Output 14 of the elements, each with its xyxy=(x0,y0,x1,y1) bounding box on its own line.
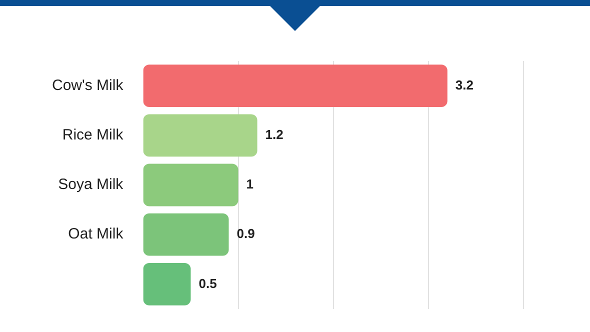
y-tick-label: Cow's Milk xyxy=(52,76,124,94)
bar xyxy=(143,262,191,306)
y-tick-label: Rice Milk xyxy=(62,126,124,144)
data-label: 0.9 xyxy=(236,226,255,242)
bar xyxy=(143,164,238,206)
data-label: 0.5 xyxy=(198,276,217,291)
bar xyxy=(143,64,448,108)
y-tick-label: Soya Milk xyxy=(58,176,124,194)
data-label: 3.2 xyxy=(455,77,474,92)
y-tick-label: Oat Milk xyxy=(68,226,124,243)
data-label: 1.2 xyxy=(265,126,284,142)
data-label: 1 xyxy=(246,176,254,192)
bar xyxy=(143,213,229,256)
bar xyxy=(143,114,258,157)
